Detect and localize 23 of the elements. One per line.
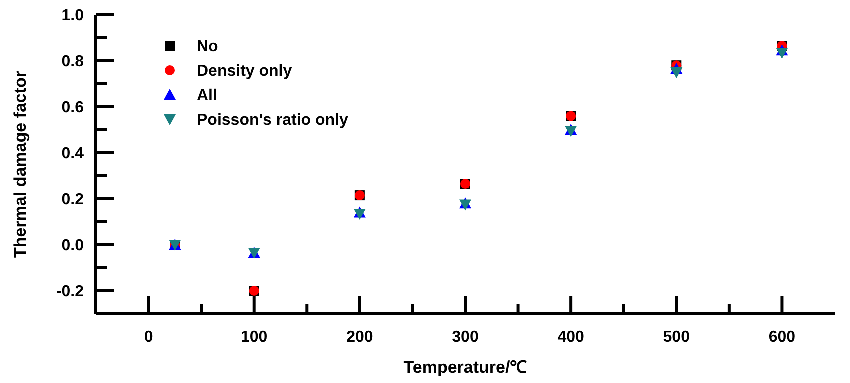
y-tick-label: 0.2 <box>62 192 84 209</box>
point <box>565 126 578 138</box>
legend-label: All <box>197 88 218 105</box>
x-tick-label: 300 <box>452 329 479 346</box>
y-tick-label: 0.4 <box>62 146 84 163</box>
x-tick-label: 100 <box>241 329 268 346</box>
y-axis-title: Thermal damage factor <box>11 70 30 258</box>
x-tick-label: 200 <box>346 329 374 346</box>
x-tick-label: 0 <box>144 329 154 346</box>
point <box>776 48 788 59</box>
legend-label: Poisson's ratio only <box>197 112 348 130</box>
y-tick-label: 0.6 <box>62 100 84 117</box>
y-tick-label: 0.0 <box>62 238 84 255</box>
x-tick-label: 600 <box>768 329 796 346</box>
point <box>670 68 683 78</box>
x-tick-label: 500 <box>663 329 690 346</box>
legend-label: No <box>197 38 219 56</box>
x-axis-title: Temperature/℃ <box>404 358 528 377</box>
y-tick-label: 0.8 <box>62 54 84 71</box>
y-tick-label: -0.2 <box>56 284 84 301</box>
y-tick-label: 1.0 <box>62 8 84 25</box>
x-tick-label: 400 <box>558 329 585 346</box>
legend-label: Density only <box>197 63 292 80</box>
